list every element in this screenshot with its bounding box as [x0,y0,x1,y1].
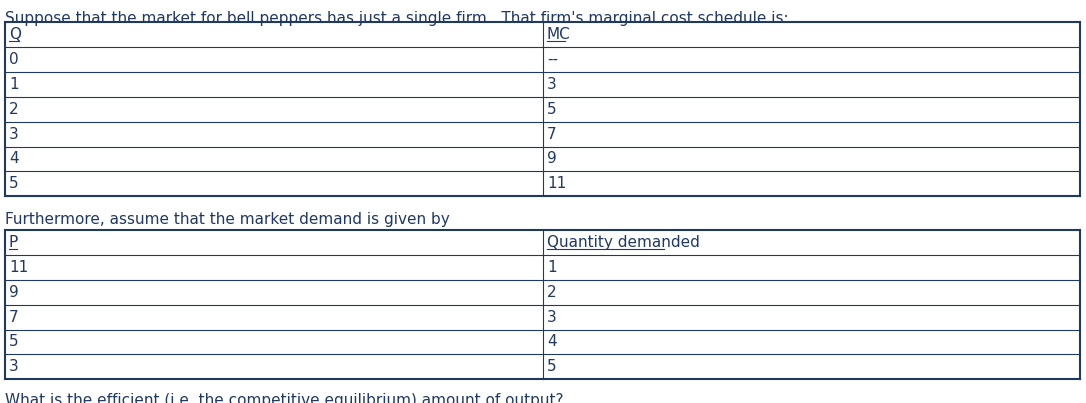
Text: 4: 4 [9,152,18,166]
Text: 5: 5 [9,177,18,191]
Text: Quantity demanded: Quantity demanded [547,235,699,250]
Text: 3: 3 [9,127,18,141]
Text: 7: 7 [9,310,18,324]
Text: --: -- [547,52,558,67]
Text: 1: 1 [9,77,18,92]
Text: Furthermore, assume that the market demand is given by: Furthermore, assume that the market dema… [5,212,450,227]
Text: 3: 3 [547,310,557,324]
Text: Suppose that the market for bell peppers has just a single firm.  That firm's ma: Suppose that the market for bell peppers… [5,10,788,26]
Text: 2: 2 [547,285,557,300]
Text: What is the efficient (i.e. the competitive equilibrium) amount of output?: What is the efficient (i.e. the competit… [5,393,564,403]
Text: P: P [9,235,18,250]
Text: 7: 7 [547,127,557,141]
Text: 2: 2 [9,102,18,117]
Text: 11: 11 [547,177,566,191]
Text: 3: 3 [9,359,18,374]
Text: 5: 5 [547,359,557,374]
Text: 3: 3 [547,77,557,92]
Text: MC: MC [547,27,571,42]
Text: 11: 11 [9,260,28,275]
Text: 9: 9 [9,285,18,300]
Text: 5: 5 [547,102,557,117]
Text: 0: 0 [9,52,18,67]
Text: 9: 9 [547,152,557,166]
Text: 4: 4 [547,334,557,349]
Text: Q: Q [9,27,21,42]
Text: 1: 1 [547,260,557,275]
Text: 5: 5 [9,334,18,349]
